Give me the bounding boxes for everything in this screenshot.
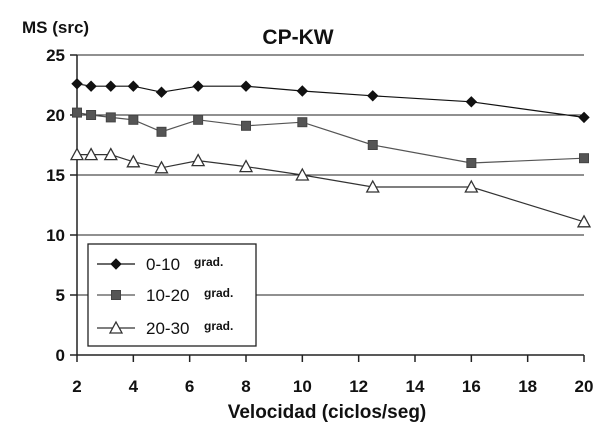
legend-label: 0-10	[146, 255, 180, 274]
data-point	[297, 117, 308, 128]
legend-label: 20-30	[146, 319, 189, 338]
y-tick-label: 5	[56, 286, 65, 305]
legend-unit: grad.	[204, 286, 233, 300]
data-point	[576, 214, 592, 228]
data-point	[367, 140, 378, 150]
series-line	[76, 83, 585, 118]
legend-label: 10-20	[146, 286, 189, 305]
data-point	[126, 154, 141, 168]
data-point	[103, 147, 118, 161]
x-tick-label: 2	[72, 377, 81, 396]
y-axis-label: MS (src)	[22, 18, 89, 37]
data-point	[238, 159, 254, 173]
x-tick-label: 12	[349, 377, 368, 396]
chart-title: CP-KW	[262, 26, 333, 49]
data-point	[295, 167, 310, 181]
data-point	[579, 153, 589, 164]
data-point	[465, 96, 478, 108]
y-tick-label: 20	[46, 106, 65, 125]
y-tick-label: 10	[46, 226, 65, 245]
data-point	[72, 107, 82, 118]
data-point	[69, 147, 85, 161]
y-tick-label: 0	[56, 346, 65, 365]
x-tick-label: 6	[185, 377, 194, 396]
legend-unit: grad.	[194, 255, 223, 269]
legend-marker	[110, 258, 122, 270]
x-axis-label: Velocidad (ciclos/seg)	[228, 402, 427, 423]
series-group	[69, 78, 592, 228]
axes	[70, 54, 585, 362]
series-10-20	[72, 107, 589, 168]
y-tick-label: 15	[46, 166, 65, 185]
x-tick-label: 14	[406, 377, 425, 396]
data-point	[365, 179, 380, 193]
data-point	[105, 80, 117, 92]
legend-unit: grad.	[204, 319, 233, 333]
legend-marker	[108, 320, 124, 334]
data-point	[241, 120, 251, 131]
series-20-30	[69, 147, 592, 228]
data-point	[71, 78, 83, 90]
data-point	[578, 111, 590, 124]
x-tick-label: 4	[129, 377, 139, 396]
data-point	[464, 179, 479, 193]
x-tick-label: 20	[575, 377, 594, 396]
data-point	[296, 85, 309, 97]
data-point	[127, 80, 140, 92]
x-tick-label: 16	[462, 377, 481, 396]
series-0-10	[71, 78, 590, 124]
x-tick-label: 10	[293, 377, 312, 396]
data-point	[156, 126, 167, 137]
data-point	[83, 147, 99, 161]
x-tick-labels: 2 4 6 8 10 12 14 16 18 20	[72, 377, 593, 396]
series-line	[77, 154, 585, 223]
data-point	[240, 80, 252, 92]
x-tick-label: 18	[518, 377, 537, 396]
data-point	[154, 160, 169, 174]
legend-marker	[111, 290, 121, 300]
data-point	[86, 110, 97, 120]
gridlines	[77, 54, 584, 296]
y-tick-label: 25	[46, 46, 65, 65]
data-point	[128, 114, 139, 125]
y-tick-labels: 0 5 10 15 20 25	[46, 46, 65, 365]
data-point	[191, 153, 206, 167]
data-point	[192, 80, 204, 92]
data-point	[105, 112, 116, 123]
data-point	[466, 158, 477, 168]
x-tick-label: 8	[241, 377, 250, 396]
series-line	[76, 112, 585, 164]
legend: 0-10 grad. 10-20 grad. 20-30 grad.	[87, 243, 257, 347]
data-point	[193, 114, 204, 125]
data-point	[367, 90, 379, 102]
data-point	[155, 86, 168, 98]
data-point	[85, 80, 97, 92]
